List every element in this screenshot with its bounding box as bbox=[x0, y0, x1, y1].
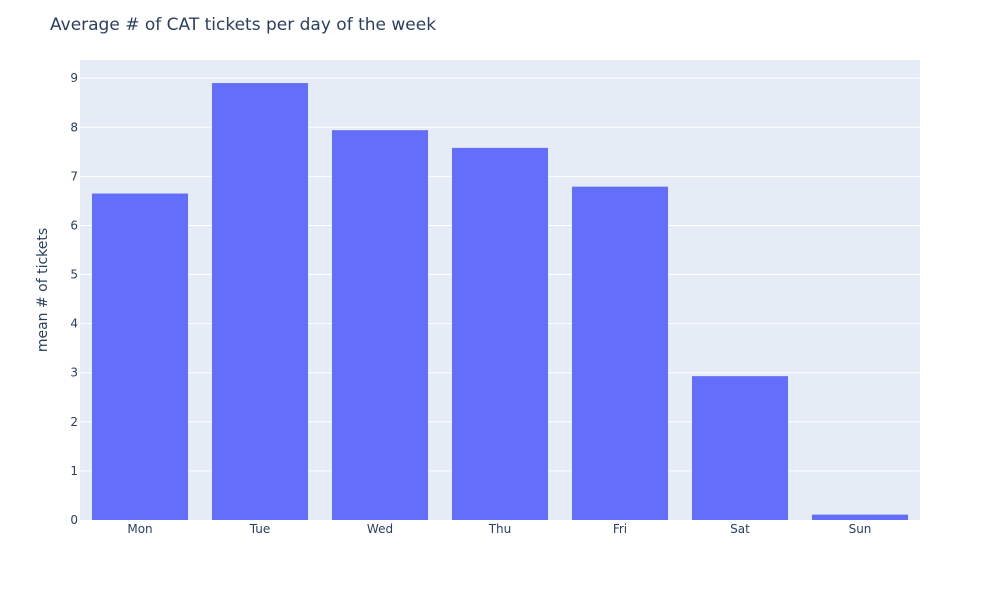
y-axis-ticks: 0 1 2 3 4 5 6 7 8 9 bbox=[70, 71, 78, 527]
y-tick-label: 3 bbox=[70, 366, 78, 380]
bar-thu[interactable] bbox=[452, 147, 548, 520]
x-tick-label: Sun bbox=[849, 522, 872, 536]
x-tick-label: Fri bbox=[613, 522, 627, 536]
bar-fri[interactable] bbox=[572, 186, 668, 520]
y-tick-label: 6 bbox=[70, 218, 78, 232]
y-tick-label: 9 bbox=[70, 71, 78, 85]
y-axis-title: mean # of tickets bbox=[35, 228, 51, 352]
bar-tue[interactable] bbox=[212, 83, 308, 520]
chart-title: Average # of CAT tickets per day of the … bbox=[50, 15, 436, 35]
x-axis-ticks: Mon Tue Wed Thu Fri Sat Sun bbox=[127, 522, 871, 536]
bar-sat[interactable] bbox=[692, 376, 788, 520]
bar-sun[interactable] bbox=[812, 514, 908, 520]
bar-wed[interactable] bbox=[332, 130, 428, 521]
x-tick-label: Sat bbox=[730, 522, 750, 536]
y-tick-label: 2 bbox=[70, 415, 78, 429]
y-tick-label: 7 bbox=[70, 169, 78, 183]
y-tick-label: 4 bbox=[70, 317, 78, 331]
y-tick-label: 5 bbox=[70, 268, 78, 282]
bars bbox=[92, 83, 908, 521]
x-tick-label: Wed bbox=[367, 522, 393, 536]
x-tick-label: Thu bbox=[488, 522, 512, 536]
y-tick-label: 8 bbox=[70, 120, 78, 134]
x-tick-label: Mon bbox=[127, 522, 152, 536]
y-tick-label: 1 bbox=[70, 464, 78, 478]
bar-mon[interactable] bbox=[92, 193, 188, 521]
x-tick-label: Tue bbox=[249, 522, 271, 536]
y-tick-label: 0 bbox=[70, 513, 78, 527]
